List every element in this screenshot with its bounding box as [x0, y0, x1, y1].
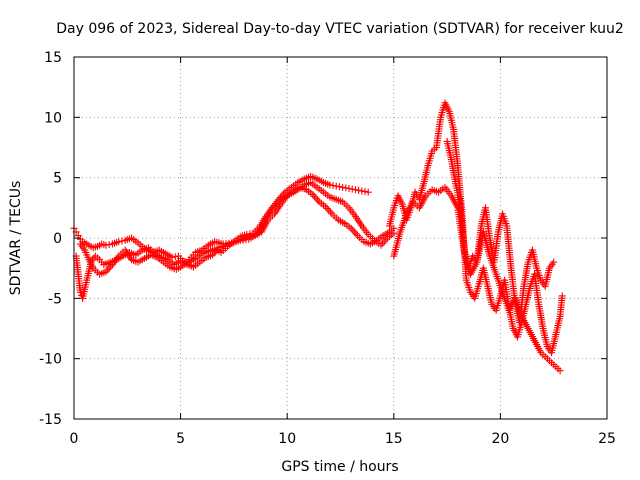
x-axis-label: GPS time / hours	[281, 459, 398, 475]
data-point	[105, 241, 113, 249]
y-tick-label: 15	[44, 50, 62, 66]
grid-lines	[74, 57, 607, 419]
x-tick-label: 0	[70, 431, 79, 447]
data-point	[351, 186, 359, 194]
data-point	[332, 182, 340, 190]
data-point	[390, 229, 398, 237]
data-point	[314, 196, 322, 204]
data-point	[350, 228, 358, 236]
data-point	[355, 186, 363, 194]
data-point	[312, 194, 320, 202]
x-tick-label: 25	[598, 431, 616, 447]
data-point	[550, 258, 558, 266]
axis-ticks: 0 5 10 15 20 25 -15 -10 -5 0 5 10 15	[39, 50, 616, 447]
data-point	[361, 188, 369, 196]
data-point	[105, 264, 113, 272]
data-point	[379, 239, 387, 247]
y-tick-label: 10	[44, 110, 62, 126]
data-point	[349, 226, 357, 234]
data-point	[325, 206, 333, 214]
data-point	[342, 184, 350, 192]
y-tick-label: 5	[53, 171, 62, 187]
plot-frame	[73, 56, 608, 420]
y-tick-label: -15	[39, 412, 62, 428]
chart-title: Day 096 of 2023, Sidereal Day-to-day VTE…	[56, 21, 624, 37]
data-point	[171, 253, 179, 261]
data-point	[345, 185, 353, 193]
data-point	[118, 237, 126, 245]
x-tick-label: 10	[278, 431, 296, 447]
x-tick-label: 20	[491, 431, 509, 447]
data-point	[348, 185, 356, 193]
data-point	[323, 204, 331, 212]
y-axis-label: SDTVAR / TECUs	[8, 181, 24, 296]
data-point	[556, 367, 564, 375]
data-point	[115, 238, 123, 246]
data-point	[558, 292, 566, 300]
y-tick-label: -10	[39, 352, 62, 368]
data-point	[246, 230, 254, 238]
data-point	[326, 181, 334, 189]
y-tick-label: -5	[48, 291, 62, 307]
data-point	[358, 187, 366, 195]
data-point	[102, 241, 110, 249]
data-point	[329, 182, 337, 190]
data-point	[352, 230, 360, 238]
x-tick-label: 15	[385, 431, 403, 447]
y-tick-label: 0	[53, 231, 62, 247]
data-point	[339, 183, 347, 191]
data-point	[364, 188, 372, 196]
data-point	[243, 230, 251, 238]
x-tick-label: 5	[176, 431, 185, 447]
data-point	[335, 183, 343, 191]
data-point	[76, 288, 84, 296]
data-point	[326, 208, 334, 216]
data-point	[310, 192, 318, 200]
data-points	[70, 99, 566, 375]
